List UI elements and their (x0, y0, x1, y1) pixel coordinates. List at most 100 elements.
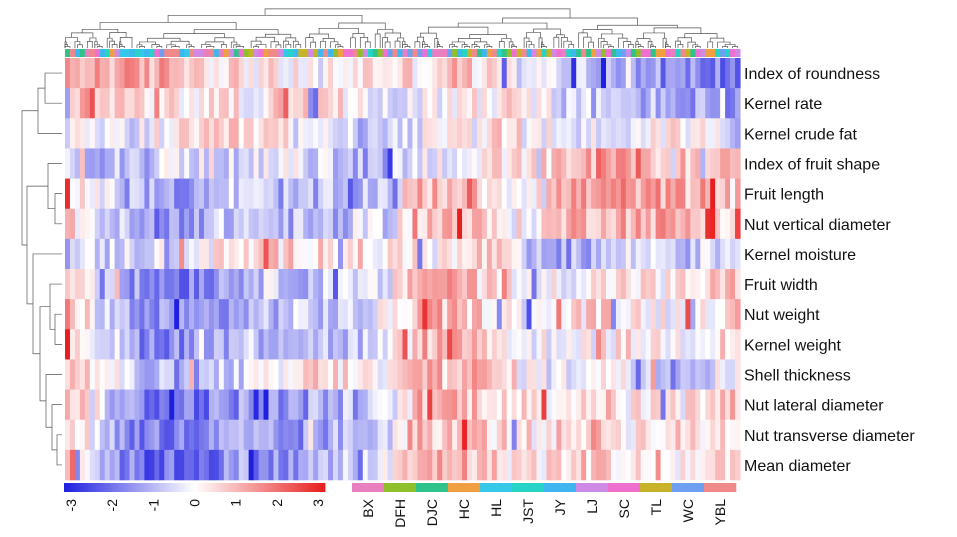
heatmap-cell (144, 178, 150, 210)
column-group-marker (655, 49, 662, 57)
heatmap-cell (471, 299, 478, 330)
heatmap-cell (491, 389, 498, 421)
heatmap-cell (104, 148, 111, 179)
heatmap-cell (84, 389, 91, 421)
heatmap-cell (486, 238, 493, 270)
heatmap-cell (164, 299, 170, 330)
heatmap-cell (452, 269, 458, 300)
heatmap-cell (610, 329, 617, 360)
heatmap-cell (670, 389, 677, 421)
heatmap-cell (670, 178, 677, 210)
heatmap-cell (685, 299, 691, 330)
heatmap-cell (561, 389, 567, 421)
color-scale-step (318, 483, 322, 492)
heatmap-cell (645, 148, 652, 179)
heatmap-cell (238, 208, 245, 240)
heatmap-cell (164, 269, 170, 300)
heatmap-cell (268, 329, 275, 360)
heatmap-cell (65, 359, 71, 390)
heatmap-cell (665, 238, 672, 270)
heatmap-cell (655, 269, 662, 300)
heatmap-cell (596, 389, 602, 421)
heatmap-cell (109, 359, 116, 390)
heatmap-cell (511, 148, 518, 179)
heatmap-cell (387, 118, 394, 149)
color-scale-step (87, 483, 91, 492)
column-group-marker (526, 49, 533, 57)
dendrogram-branch (451, 46, 458, 48)
heatmap-cell (670, 449, 677, 481)
heatmap-cell (298, 299, 304, 330)
heatmap-cell (462, 269, 468, 300)
color-scale-tick-label: -3 (63, 499, 79, 512)
heatmap-cell (253, 299, 260, 330)
group-legend-label: HC (456, 499, 472, 519)
heatmap-cell (139, 208, 146, 240)
heatmap-cell (74, 238, 81, 270)
dendrogram-branch (623, 41, 632, 48)
heatmap-cell (546, 118, 552, 149)
column-group-marker (273, 49, 279, 57)
heatmap-cell (625, 449, 632, 481)
heatmap-cell (253, 359, 260, 390)
color-scale-step (192, 483, 195, 492)
column-group-marker (586, 49, 592, 57)
heatmap-cell (581, 329, 587, 360)
heatmap-cell (640, 58, 647, 89)
heatmap-cell (531, 389, 538, 421)
heatmap-cell (685, 449, 691, 481)
heatmap-cell (124, 449, 131, 481)
heatmap-cell (79, 238, 86, 270)
heatmap-cell (104, 419, 111, 451)
heatmap-cell (730, 148, 736, 179)
dendrogram-branch (89, 37, 97, 42)
heatmap-cell (447, 389, 453, 421)
dendrogram-branch (156, 46, 163, 48)
heatmap-cell (417, 88, 423, 119)
heatmap-cell (258, 88, 265, 119)
row-label: Index of roundness (744, 66, 880, 83)
heatmap-cell (690, 178, 696, 210)
heatmap-cell (705, 419, 711, 451)
heatmap-cell (99, 148, 106, 179)
heatmap-cell (546, 329, 552, 360)
heatmap-cell (382, 299, 389, 330)
heatmap-cell (715, 178, 721, 210)
heatmap-cell (387, 208, 394, 240)
heatmap-cell (362, 88, 369, 119)
heatmap-cell (333, 269, 339, 300)
heatmap-cell (65, 118, 71, 149)
heatmap-cell (605, 118, 612, 149)
heatmap-cell (382, 269, 389, 300)
heatmap-cell (486, 359, 493, 390)
color-scale-step (216, 483, 219, 492)
heatmap-cell (581, 118, 587, 149)
heatmap-cell (670, 419, 677, 451)
heatmap-cell (422, 389, 428, 421)
heatmap-cell (273, 148, 280, 179)
heatmap-cell (571, 58, 577, 89)
heatmap-cell (313, 178, 319, 210)
dendrogram-branch (64, 46, 71, 48)
heatmap-cell (79, 58, 86, 89)
heatmap-cell (546, 88, 552, 119)
heatmap-cell (392, 88, 399, 119)
heatmap-cell (109, 148, 116, 179)
heatmap-cell (690, 269, 696, 300)
heatmap-cell (164, 58, 170, 89)
color-scale-step (111, 483, 115, 492)
dendrogram-branch (597, 24, 678, 30)
heatmap-cell (174, 238, 180, 270)
heatmap-cell (288, 208, 294, 240)
heatmap-cell (551, 389, 557, 421)
heatmap-cell (491, 329, 498, 360)
heatmap-cell (601, 329, 607, 360)
color-scale-step (240, 483, 243, 492)
heatmap-cell (382, 58, 389, 89)
heatmap-cell (233, 178, 240, 210)
heatmap-cell (164, 419, 170, 451)
heatmap-cell (184, 148, 190, 179)
heatmap-cell (99, 238, 106, 270)
heatmap-cell (367, 88, 374, 119)
heatmap-cell (690, 58, 696, 89)
